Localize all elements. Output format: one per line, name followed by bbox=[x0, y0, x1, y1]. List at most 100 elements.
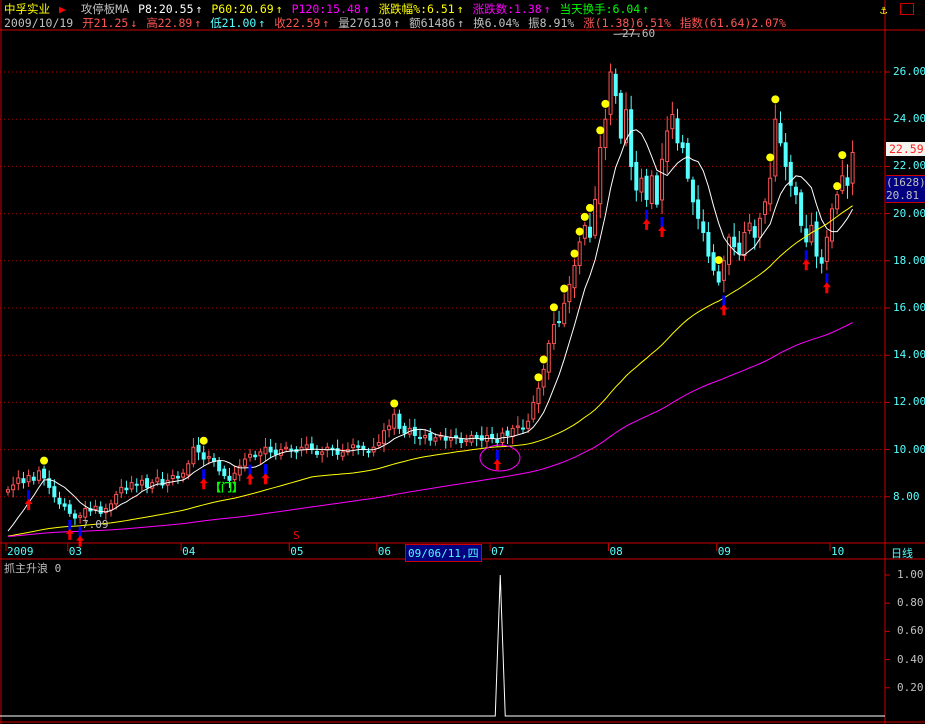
candle-up bbox=[433, 437, 438, 442]
candle-down bbox=[47, 478, 52, 488]
ma120-value: P120:15.48 bbox=[291, 2, 361, 16]
signal-dot bbox=[596, 126, 605, 135]
candle-up bbox=[515, 425, 520, 428]
arrow-up-icon: ↑ bbox=[543, 2, 551, 16]
candle-down bbox=[72, 513, 77, 519]
cursor-price-box: (1628) 20.81 bbox=[886, 175, 925, 203]
candle-down bbox=[701, 221, 706, 233]
candle-down bbox=[732, 236, 737, 248]
y-tick-label: 24.00 bbox=[893, 112, 925, 126]
candle-up bbox=[526, 420, 531, 429]
signal-dot bbox=[539, 355, 548, 364]
candle-down bbox=[268, 446, 273, 453]
x-tick-label: 07 bbox=[491, 545, 505, 558]
candle-up bbox=[129, 482, 134, 490]
sub-y-tick-label: 0.80 bbox=[897, 596, 924, 610]
candle-down bbox=[52, 486, 57, 498]
candle-down bbox=[227, 475, 232, 481]
change-pct-value: 涨跌幅%:6.51 bbox=[378, 2, 455, 16]
stock-name[interactable]: 中孚实业 bbox=[4, 2, 50, 16]
signal-dot bbox=[570, 249, 579, 258]
gate-label: 【门】 bbox=[210, 481, 243, 494]
amplitude-value: 振8.91% bbox=[528, 16, 575, 30]
close-value: 收22.59 bbox=[274, 16, 321, 30]
buy-arrow-icon bbox=[802, 259, 811, 271]
candle-down bbox=[799, 192, 804, 226]
candle-up bbox=[381, 430, 386, 445]
signal-bar bbox=[202, 469, 206, 480]
signal-dot bbox=[534, 373, 543, 382]
candle-down bbox=[711, 252, 716, 271]
signal-dot bbox=[714, 256, 723, 265]
low-point-label: 7.09 bbox=[82, 518, 109, 531]
candle-up bbox=[78, 515, 83, 518]
sub-indicator-line bbox=[0, 574, 885, 717]
low-value: 低21.00 bbox=[210, 16, 257, 30]
candle-up bbox=[649, 175, 654, 205]
period-label[interactable]: 日线 bbox=[891, 547, 913, 560]
candle-up bbox=[536, 387, 541, 405]
flag-icon[interactable]: ▶ bbox=[58, 2, 66, 16]
x-tick-label: 04 bbox=[182, 545, 196, 558]
candle-down bbox=[366, 450, 371, 453]
x-tick-label: 05 bbox=[290, 545, 304, 558]
signal-dot bbox=[549, 303, 558, 312]
signal-dot bbox=[771, 95, 780, 104]
candle-up bbox=[510, 427, 515, 437]
candle-down bbox=[196, 444, 201, 453]
y-tick-label: 20.00 bbox=[893, 206, 925, 220]
candle-up bbox=[541, 368, 546, 388]
ma8-value: P8:20.55 bbox=[138, 2, 194, 16]
change-amt-value: 涨跌数:1.38 bbox=[472, 2, 542, 16]
window-layout-button[interactable] bbox=[900, 3, 914, 15]
candle-up bbox=[320, 451, 325, 455]
last-price-tag: 22.59 bbox=[886, 142, 925, 156]
candle-up bbox=[448, 437, 453, 441]
candle-down bbox=[21, 478, 26, 484]
candle-down bbox=[428, 432, 433, 441]
candle-down bbox=[62, 503, 67, 507]
buy-arrow-icon bbox=[246, 473, 255, 485]
arrow-up-icon: ↑ bbox=[275, 2, 283, 16]
signal-bar bbox=[78, 526, 82, 537]
sub-y-tick-label: 0.20 bbox=[897, 680, 924, 694]
candle-down bbox=[175, 475, 180, 479]
candle-down bbox=[706, 231, 711, 257]
candle-up bbox=[582, 224, 587, 239]
candle-up bbox=[36, 470, 41, 481]
candle-down bbox=[273, 449, 278, 455]
buy-arrow-icon bbox=[642, 218, 651, 230]
candle-down bbox=[412, 426, 417, 436]
volume-value: 量276130 bbox=[338, 16, 392, 30]
signal-dot bbox=[833, 182, 842, 191]
signal-dot bbox=[199, 436, 208, 445]
y-tick-label: 12.00 bbox=[893, 395, 925, 409]
indicator-name[interactable]: 攻停板MA bbox=[80, 2, 130, 16]
arrow-up-icon: ↑ bbox=[456, 2, 464, 16]
signal-bar bbox=[248, 464, 252, 475]
candle-down bbox=[845, 177, 850, 186]
candle-up bbox=[830, 208, 834, 242]
anchor-icon[interactable]: ⚓ bbox=[880, 3, 888, 17]
y-tick-label: 10.00 bbox=[893, 442, 925, 456]
arrow-up-icon: ↑ bbox=[195, 2, 203, 16]
candle-up bbox=[546, 342, 551, 373]
candle-up bbox=[835, 194, 840, 210]
x-tick-label: 06 bbox=[377, 545, 392, 558]
candle-up bbox=[572, 265, 577, 289]
candle-up bbox=[727, 236, 731, 265]
candle-down bbox=[521, 427, 525, 430]
arrow-up-icon: ↑ bbox=[362, 2, 370, 16]
candle-down bbox=[222, 468, 227, 477]
candle-down bbox=[490, 433, 495, 439]
candle-down bbox=[618, 92, 623, 139]
x-tick-label: 10 bbox=[831, 545, 845, 558]
candle-down bbox=[217, 460, 222, 472]
rise-value: 涨(1.38)6.51% bbox=[583, 16, 671, 30]
candle-up bbox=[191, 446, 196, 465]
candle-up bbox=[531, 401, 536, 420]
signal-dot bbox=[585, 203, 594, 212]
candle-down bbox=[479, 435, 484, 441]
candle-down bbox=[31, 476, 36, 481]
